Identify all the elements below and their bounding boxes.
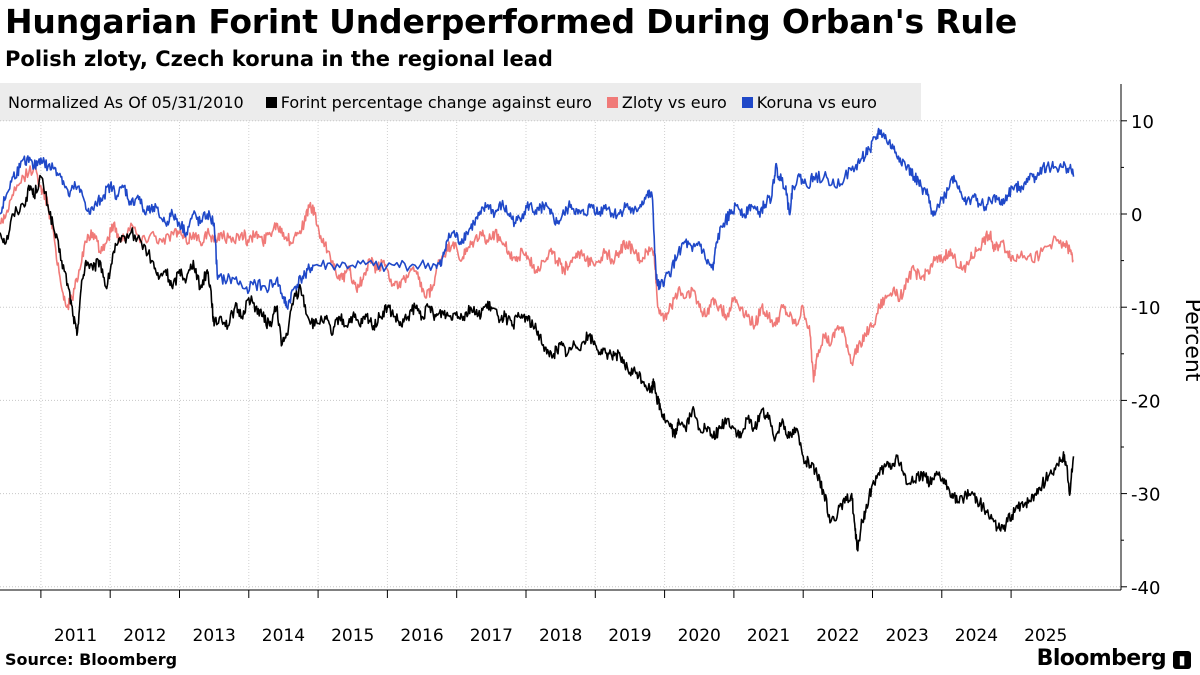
legend-swatch-forint [265,96,277,108]
bloomberg-chart-icon: ▮ [1173,651,1191,669]
source-note: Source: Bloomberg [5,650,178,669]
series-line-1 [0,165,1074,383]
series-line-0 [0,174,1075,552]
chart-subtitle: Polish zloty, Czech koruna in the region… [5,47,553,71]
x-tick-label: 2014 [262,626,305,646]
x-tick-label: 2025 [1024,626,1067,646]
bloomberg-logo: Bloomberg [1036,646,1167,671]
x-tick-label: 2011 [54,626,97,646]
axis-layer: 2011 2012 2013 2014 2015 2016 2017 2018 2019 2020… [0,84,1200,646]
legend-entry-koruna: Koruna vs euro [741,92,877,112]
series-layer [0,127,1075,552]
x-tick-label: 2013 [193,626,236,646]
x-tick-label: 2020 [678,626,721,646]
x-tick-label: 2019 [608,626,651,646]
x-tick-label: 2021 [747,626,790,646]
chart-title: Hungarian Forint Underperformed During O… [5,2,1017,41]
legend-label-koruna: Koruna vs euro [756,92,877,112]
x-tick-label: 2017 [470,626,513,646]
legend-swatch-koruna [741,96,753,108]
x-tick-label: 2018 [539,626,582,646]
x-tick-label: 2016 [400,626,443,646]
legend-entry-zloty: Zloty vs euro [606,92,727,112]
y-tick-label: -20 [1131,391,1160,412]
legend-entry-forint: Forint percentage change against euro [265,92,592,112]
series-line-2 [0,127,1075,310]
y-tick-label: -10 [1131,298,1160,319]
y-tick-label: -30 [1131,485,1160,506]
y-tick-label: -40 [1131,578,1160,599]
legend-swatch-zloty [606,96,618,108]
y-tick-label: 10 [1131,112,1154,133]
legend: Normalized As Of 05/31/2010 Forint perce… [0,83,921,121]
legend-label-forint: Forint percentage change against euro [280,92,592,112]
x-tick-label: 2012 [123,626,166,646]
grid-layer [0,120,1121,590]
legend-label-zloty: Zloty vs euro [621,92,727,112]
x-tick-label: 2015 [331,626,374,646]
y-axis-label: Percent [1180,299,1200,382]
legend-note: Normalized As Of 05/31/2010 [8,92,244,112]
x-tick-label: 2023 [886,626,929,646]
x-tick-label: 2022 [816,626,859,646]
x-tick-label: 2024 [955,626,998,646]
y-tick-label: 0 [1131,205,1142,226]
